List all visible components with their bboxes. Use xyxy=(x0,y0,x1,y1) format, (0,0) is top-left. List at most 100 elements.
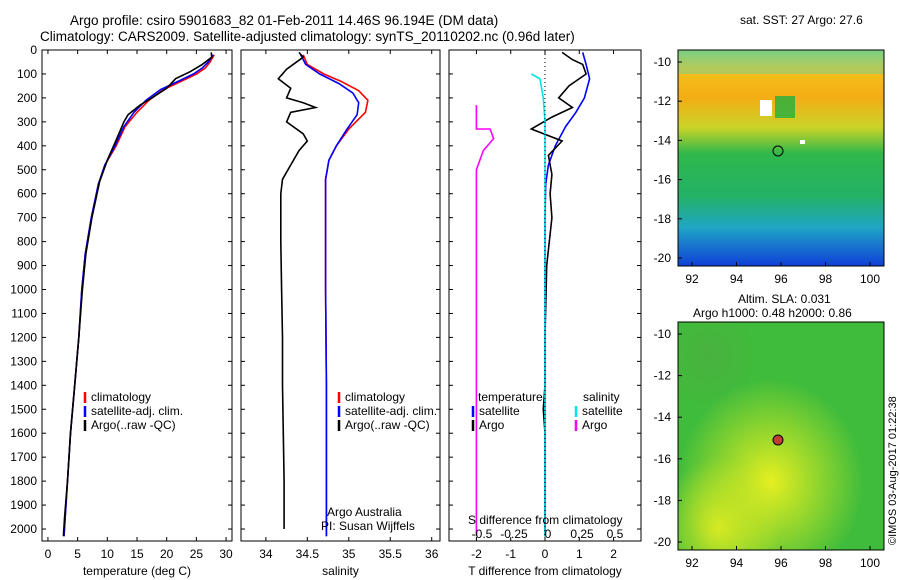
y-tick-label: 0 xyxy=(30,43,37,57)
map-x-tick-label: 96 xyxy=(774,556,788,570)
map-x-tick-label: 92 xyxy=(685,272,699,286)
sla-map-title: Altim. SLA: 0.031 xyxy=(738,292,831,306)
annotation-text: Argo Australia xyxy=(327,505,402,519)
x-tick-label: 2 xyxy=(610,547,617,561)
secondary-tick-label: 0.25 xyxy=(570,527,594,541)
series-line-climatology xyxy=(302,54,369,537)
x-tick-label: 5 xyxy=(74,547,81,561)
map-x-tick-label: 98 xyxy=(819,556,833,570)
x-tick-label: -2 xyxy=(471,547,482,561)
map-y-tick-label: -14 xyxy=(654,410,672,424)
map-y-tick-label: -10 xyxy=(654,327,672,341)
series-line-climatology xyxy=(63,54,215,537)
x-tick-label: 25 xyxy=(190,547,204,561)
legend-title: salinity xyxy=(583,390,620,404)
series-line-argo-raw-qc- xyxy=(62,52,213,537)
map-y-tick-label: -18 xyxy=(654,493,672,507)
x-tick-label: 20 xyxy=(160,547,174,561)
legend-entry: climatology xyxy=(345,390,405,404)
y-tick-label: 1700 xyxy=(10,450,37,464)
map-x-tick-label: 98 xyxy=(819,272,833,286)
y-tick-label: 100 xyxy=(17,67,37,81)
secondary-tick-label: -0.5 xyxy=(472,527,493,541)
secondary-tick-label: 0.5 xyxy=(607,527,624,541)
sst-map-field xyxy=(678,50,884,266)
temperature-panel: 0 100 200 300 400 500 600 700 800 900 1000 1100 1200… xyxy=(10,43,233,578)
map-x-tick-label: 96 xyxy=(774,272,788,286)
series-line-satellite-adj-clim- xyxy=(63,54,214,537)
map-y-tick-label: -16 xyxy=(654,452,672,466)
y-tick-label: 200 xyxy=(17,91,37,105)
map-x-tick-label: 94 xyxy=(730,556,744,570)
y-tick-label: 700 xyxy=(17,211,37,225)
x-tick-label: 30 xyxy=(219,547,233,561)
y-tick-label: 1000 xyxy=(10,283,37,297)
sst-map-patch xyxy=(775,96,795,118)
figure-title-line1: Argo profile: csiro 5901683_82 01-Feb-20… xyxy=(70,13,499,28)
panel-frame xyxy=(240,49,441,542)
legend-entry: satellite-adj. clim. xyxy=(345,404,437,418)
legend-entry: satellite xyxy=(479,404,520,418)
sst-map-missing-data xyxy=(760,100,772,116)
y-tick-label: 400 xyxy=(17,139,37,153)
x-tick-label: 34.5 xyxy=(296,547,320,561)
series-line-temperature-argo xyxy=(529,51,588,537)
legend-entry: satellite xyxy=(582,404,623,418)
secondary-tick-label: 0 xyxy=(545,527,552,541)
y-tick-label: 300 xyxy=(17,115,37,129)
annotation-text: PI: Susan Wijffels xyxy=(321,519,415,533)
map-x-tick-label: 94 xyxy=(730,272,744,286)
legend-entry: Argo(..raw -QC) xyxy=(91,418,176,432)
series-line-salinity-argo xyxy=(475,105,495,537)
sst-map-title: sat. SST: 27 Argo: 27.6 xyxy=(740,13,863,27)
panel-frame xyxy=(41,49,233,542)
y-tick-label: 1900 xyxy=(10,498,37,512)
sst-map-top-band xyxy=(678,50,884,74)
series-line-temperature-satellite xyxy=(544,52,591,537)
x-tick-label: 10 xyxy=(101,547,115,561)
map-x-tick-label: 100 xyxy=(860,272,880,286)
x-tick-label: -1 xyxy=(505,547,516,561)
secondary-axis-label: S difference from climatology xyxy=(468,513,623,527)
map-y-tick-label: -20 xyxy=(654,535,672,549)
y-tick-label: 900 xyxy=(17,259,37,273)
imos-credit: ©IMOS 03-Aug-2017 01:22:38 xyxy=(887,396,899,545)
y-tick-label: 2000 xyxy=(10,522,37,536)
x-axis-label: T difference from climatology xyxy=(468,564,622,578)
map-y-tick-label: -18 xyxy=(654,212,672,226)
x-tick-label: 35.5 xyxy=(379,547,403,561)
x-tick-label: 0 xyxy=(542,547,549,561)
map-y-tick-label: -12 xyxy=(654,369,672,383)
y-tick-label: 1400 xyxy=(10,378,37,392)
x-tick-label: 1 xyxy=(576,547,583,561)
y-tick-label: 800 xyxy=(17,235,37,249)
legend-entry: climatology xyxy=(91,390,151,404)
y-tick-label: 500 xyxy=(17,163,37,177)
y-tick-label: 600 xyxy=(17,187,37,201)
map-y-tick-label: -20 xyxy=(654,251,672,265)
map-y-tick-label: -14 xyxy=(654,133,672,147)
y-tick-label: 1300 xyxy=(10,354,37,368)
x-tick-label: 15 xyxy=(130,547,144,561)
x-tick-label: 36 xyxy=(425,547,439,561)
map-x-tick-label: 100 xyxy=(860,556,880,570)
legend-entry: Argo xyxy=(479,418,505,432)
sla-map: 92 94 96 98 100 -10 -12 -14 -16 -18 -20 Altim. SLA… xyxy=(654,292,885,570)
y-tick-label: 1800 xyxy=(10,474,37,488)
sst-map-missing-data xyxy=(800,140,805,144)
legend-entry: satellite-adj. clim. xyxy=(91,404,183,418)
series-line-argo-raw-qc- xyxy=(277,51,319,529)
y-tick-label: 1200 xyxy=(10,330,37,344)
series-line-satellite-adj-clim- xyxy=(299,54,360,537)
salinity-panel: 34 34.5 35 35.5 36 salinity climatologysatelli… xyxy=(240,49,441,578)
x-axis-label: temperature (deg C) xyxy=(83,564,191,578)
sst-argo-marker xyxy=(772,145,784,157)
map-x-tick-label: 92 xyxy=(685,556,699,570)
x-tick-label: 34 xyxy=(259,547,273,561)
y-tick-label: 1600 xyxy=(10,426,37,440)
sla-map-subtitle: Argo h1000: 0.48 h2000: 0.86 xyxy=(693,306,852,320)
x-axis-label: salinity xyxy=(322,564,359,578)
map-y-tick-label: -12 xyxy=(654,94,672,108)
y-tick-label: 1100 xyxy=(11,306,37,320)
